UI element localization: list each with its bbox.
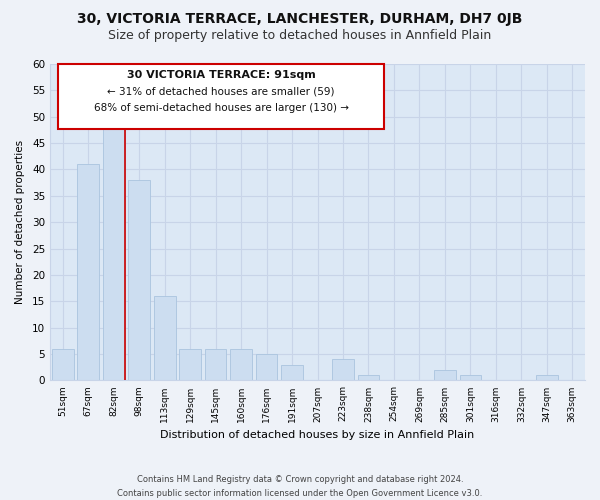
Bar bbox=[358, 375, 379, 380]
Bar bbox=[460, 375, 481, 380]
Bar bbox=[434, 370, 456, 380]
Bar bbox=[52, 349, 74, 380]
Bar bbox=[332, 360, 354, 380]
Text: Contains HM Land Registry data © Crown copyright and database right 2024.
Contai: Contains HM Land Registry data © Crown c… bbox=[118, 476, 482, 498]
FancyBboxPatch shape bbox=[58, 64, 385, 129]
Bar bbox=[128, 180, 150, 380]
Text: 68% of semi-detached houses are larger (130) →: 68% of semi-detached houses are larger (… bbox=[94, 102, 349, 113]
Text: 30, VICTORIA TERRACE, LANCHESTER, DURHAM, DH7 0JB: 30, VICTORIA TERRACE, LANCHESTER, DURHAM… bbox=[77, 12, 523, 26]
Bar bbox=[281, 364, 303, 380]
Text: 30 VICTORIA TERRACE: 91sqm: 30 VICTORIA TERRACE: 91sqm bbox=[127, 70, 316, 80]
X-axis label: Distribution of detached houses by size in Annfield Plain: Distribution of detached houses by size … bbox=[160, 430, 475, 440]
Bar bbox=[77, 164, 99, 380]
Bar bbox=[154, 296, 176, 380]
Bar bbox=[179, 349, 201, 380]
Bar bbox=[103, 116, 125, 380]
Bar bbox=[256, 354, 277, 380]
Y-axis label: Number of detached properties: Number of detached properties bbox=[15, 140, 25, 304]
Text: ← 31% of detached houses are smaller (59): ← 31% of detached houses are smaller (59… bbox=[107, 87, 335, 97]
Bar bbox=[536, 375, 557, 380]
Bar bbox=[205, 349, 226, 380]
Text: Size of property relative to detached houses in Annfield Plain: Size of property relative to detached ho… bbox=[109, 29, 491, 42]
Bar bbox=[230, 349, 252, 380]
